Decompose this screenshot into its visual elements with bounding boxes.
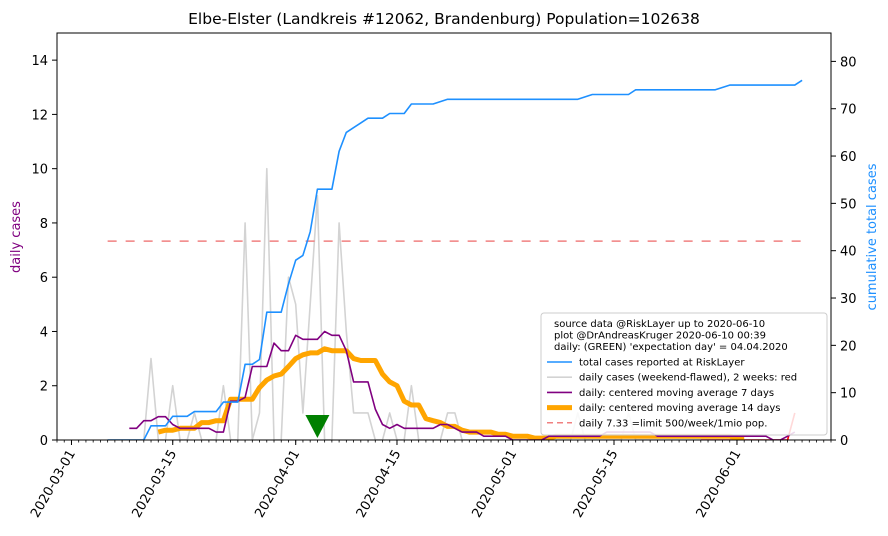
y-tick-label-right: 0 bbox=[840, 434, 848, 449]
y-tick-label-right: 60 bbox=[840, 150, 857, 165]
y-tick-label-right: 50 bbox=[840, 197, 857, 212]
y-tick-label-left: 14 bbox=[31, 54, 48, 69]
total-cases-line bbox=[107, 79, 803, 440]
y-tick-label-right: 30 bbox=[840, 292, 857, 307]
y-tick-label-right: 40 bbox=[840, 245, 857, 260]
y-tick-label-left: 8 bbox=[40, 217, 48, 232]
y-tick-label-left: 12 bbox=[31, 108, 48, 123]
legend-header-line: source data @RiskLayer up to 2020-06-10 bbox=[554, 319, 765, 330]
legend-limit-label: daily 7.33 =limit 500/week/1mio pop. bbox=[579, 418, 767, 429]
plot-area bbox=[107, 79, 803, 440]
y-axis-label-left: daily cases bbox=[9, 201, 24, 273]
y-tick-label-right: 70 bbox=[840, 103, 857, 118]
y-tick-label-right: 20 bbox=[840, 339, 857, 354]
y-tick-label-left: 6 bbox=[40, 271, 48, 286]
legend-ma7-label: daily: centered moving average 7 days bbox=[579, 388, 774, 399]
legend-ma14-label: daily: centered moving average 14 days bbox=[579, 403, 780, 414]
ma7-line bbox=[129, 330, 796, 440]
chart-title: Elbe-Elster (Landkreis #12062, Brandenbu… bbox=[188, 10, 700, 28]
y-tick-label-right: 80 bbox=[840, 55, 857, 70]
legend-header-line: daily: (GREEN) 'expectation day' = 04.04… bbox=[554, 342, 788, 353]
legend-total-label: total cases reported at RiskLayer bbox=[579, 358, 745, 369]
y-tick-label-right: 10 bbox=[840, 387, 857, 402]
plot-frame bbox=[56, 32, 832, 441]
daily-cases-line bbox=[107, 167, 701, 440]
series-group bbox=[107, 79, 803, 440]
legend-header-line: plot @DrAndreasKruger 2020-06-10 00:39 bbox=[554, 331, 766, 342]
y-tick-label-left: 10 bbox=[31, 163, 48, 178]
expectation-day-marker bbox=[305, 415, 330, 438]
y-tick-label-left: 4 bbox=[40, 325, 48, 340]
legend-daily-label: daily cases (weekend-flawed), 2 weeks: r… bbox=[579, 373, 797, 384]
y-tick-label-left: 2 bbox=[40, 380, 48, 395]
legend: source data @RiskLayer up to 2020-06-10p… bbox=[540, 312, 828, 436]
y-tick-label-left: 0 bbox=[40, 434, 48, 449]
y-axis-label-right: cumulative total cases bbox=[865, 163, 880, 310]
legend-box bbox=[540, 312, 828, 436]
